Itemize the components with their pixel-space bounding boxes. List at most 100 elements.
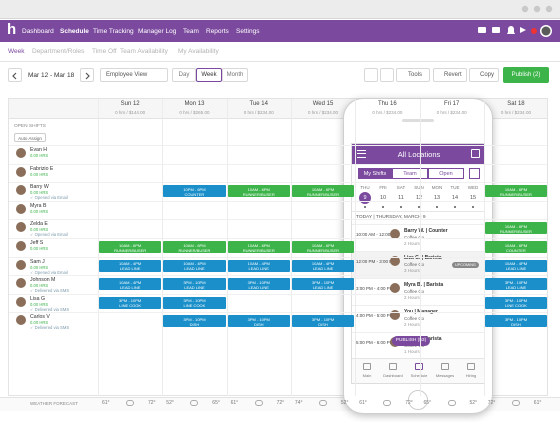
publish-button[interactable]: Publish (2) (503, 67, 549, 83)
shift-hours: 1 Hours (404, 349, 420, 354)
shift-block[interactable]: 3PM - 10PM DISH (227, 315, 290, 328)
subnav-item[interactable]: Team Availability (120, 48, 168, 55)
subnav-item[interactable]: Week (8, 48, 25, 55)
phone-tab[interactable]: My Shifts (358, 168, 392, 179)
tools-button[interactable]: Tools (396, 68, 430, 82)
shift-block[interactable]: 10PM - 6PM COUNTER (163, 185, 226, 198)
view-mode[interactable]: Month (222, 68, 248, 82)
phone-tab[interactable]: Open (428, 168, 464, 179)
day-summary: 0 hrs / $234.00 (500, 110, 531, 115)
revert-button[interactable]: Revert (433, 68, 467, 82)
nav-bar (0, 20, 560, 42)
nav-item[interactable]: Manager Log (138, 28, 177, 35)
menu-icon[interactable] (357, 150, 366, 158)
shift-block[interactable]: 3PM - 10PM LEAD LINE (484, 278, 548, 291)
shift-role: LEAD LINE (248, 266, 269, 272)
shift-block[interactable]: 3PM - 10PM LINE COOK (99, 296, 162, 309)
employee-hours: 0.00 HRS (30, 190, 49, 196)
date[interactable]: 9 (359, 192, 371, 204)
shift-block[interactable]: 3PM - 10PM LEAD LINE (227, 278, 290, 291)
weather-low: 72° (405, 400, 413, 406)
bottom-nav-label[interactable]: Schedule (406, 373, 432, 378)
shift-role: DISH (511, 321, 521, 327)
shift-block[interactable]: 10AM - 4PM LEAD LINE (291, 259, 355, 272)
bottom-nav-icon[interactable] (467, 363, 475, 370)
shift-role: LEAD LINE (119, 284, 141, 290)
shift-block[interactable]: 10AM - 6PM RUNNER/BUSER (227, 241, 290, 253)
shift-block[interactable]: 3PM - 10PM DISH (484, 315, 548, 328)
phone-publish-button[interactable]: PUBLISH (53) (392, 336, 430, 346)
auto-assign-button[interactable]: Auto Assign (14, 133, 46, 142)
bottom-nav-icon[interactable] (441, 363, 449, 370)
shift-role: DISH (318, 321, 328, 327)
date[interactable]: 15 (469, 195, 477, 201)
shift-block[interactable]: 10AM - 6PM RUNNER/BUSER (484, 185, 548, 198)
subnav-item[interactable]: My Availability (178, 48, 219, 55)
shift-block[interactable]: 10AM - 6PM RUNNER/BUSER (484, 222, 548, 235)
shift-block[interactable]: 3PM - 10PM LINE COOK (484, 296, 548, 309)
view-dropdown[interactable]: Employee View (100, 68, 168, 82)
subnav-item[interactable]: Time Off (92, 48, 117, 55)
arrow-button[interactable] (80, 68, 94, 82)
shift-role: DISH (189, 321, 200, 327)
view-mode[interactable]: Day (172, 68, 196, 82)
filter-button[interactable] (469, 168, 480, 179)
shift-block[interactable]: 3PM - 10PM LEAD LINE (291, 278, 355, 291)
shift-block[interactable]: 10AM - 6PM RUNNER/BUSER (163, 241, 226, 253)
bottom-nav-icon[interactable] (363, 363, 371, 370)
shift-time: 10AM - 4PM (119, 279, 142, 285)
weather-high: 61° (102, 400, 110, 406)
view-mode[interactable]: Week (196, 68, 222, 82)
shift-block[interactable]: 10AM - 6PM RUNNER/BUSER (99, 241, 162, 253)
arrow-button[interactable] (8, 68, 22, 82)
print-button[interactable] (364, 68, 378, 82)
shift-block[interactable]: 3PM - 10PM DISH (291, 315, 355, 328)
date[interactable]: 13 (433, 195, 441, 201)
shift-time: 10AM - 6PM (247, 242, 270, 248)
bottom-nav-label[interactable]: Dashboard (383, 373, 403, 378)
shift-role: COUNTER (506, 247, 526, 253)
date[interactable]: 11 (398, 195, 404, 201)
weather-icon (447, 400, 456, 406)
nav-item[interactable]: Settings (236, 28, 260, 35)
employee-name: Fabrizio E (30, 165, 54, 172)
shift-block[interactable]: 3PM - 10PM DISH (163, 315, 226, 328)
nav-item[interactable]: Time Tracking (93, 28, 134, 35)
date[interactable]: 10 (379, 195, 387, 201)
employee-name: Evan H (30, 147, 48, 153)
bottom-nav-label[interactable]: Hiring (465, 373, 477, 378)
calendar-icon[interactable] (471, 149, 480, 158)
bottom-nav-icon[interactable] (389, 363, 397, 370)
copy-button[interactable]: Copy (469, 68, 499, 82)
nav-item[interactable]: Dashboard (22, 28, 54, 35)
nav-item[interactable]: Reports (206, 28, 229, 35)
date[interactable]: 14 (451, 195, 459, 201)
avatar (16, 315, 26, 326)
bottom-nav-label[interactable]: Messages (435, 373, 455, 378)
date[interactable]: 12 (413, 192, 425, 204)
nav-item[interactable]: Schedule (60, 28, 89, 35)
bottom-nav-icon[interactable] (415, 363, 423, 370)
shift-block[interactable]: 10AM - 6PM COUNTER (484, 241, 548, 253)
shift-block[interactable]: 10AM - 4PM LEAD LINE (227, 259, 290, 272)
shift-time: 10AM - 4PM (247, 261, 270, 267)
nav-item[interactable]: Team (183, 28, 199, 35)
shift-block[interactable]: 10AM - 4PM LEAD LINE (99, 278, 162, 291)
shift-block[interactable]: 10AM - 4PM LEAD LINE (484, 259, 548, 272)
shift-block[interactable]: 10AM - 4PM LEAD LINE (99, 259, 162, 272)
shift-block[interactable]: 10AM - 6PM RUNNER/BUSER (227, 185, 290, 198)
shift-block[interactable]: 10AM - 6PM RUNNER/BUSER (291, 241, 355, 253)
phone-home-button[interactable] (408, 390, 428, 410)
date-dot (472, 206, 474, 208)
shift-block[interactable]: 10AM - 4PM LEAD LINE (163, 259, 226, 272)
employee-hours: 0.00 HRS (30, 153, 49, 158)
shift-divider (352, 305, 484, 306)
bottom-nav-label[interactable]: Main (362, 373, 372, 378)
employee-status: ✓ Delivered via SMS (30, 288, 70, 294)
shift-block[interactable]: 10AM - 6PM RUNNER/BUSER (291, 185, 355, 198)
shift-block[interactable]: 3PM - 10PM LEAD LINE (163, 278, 226, 291)
shift-block[interactable]: 3PM - 10PM LINE COOK (163, 296, 226, 309)
settings-button[interactable] (380, 68, 394, 82)
phone-tab[interactable]: Team (392, 168, 428, 179)
subnav-item[interactable]: Department/Roles (32, 48, 85, 55)
